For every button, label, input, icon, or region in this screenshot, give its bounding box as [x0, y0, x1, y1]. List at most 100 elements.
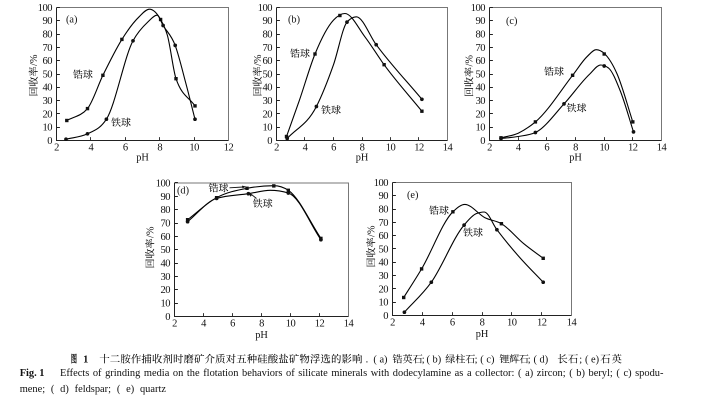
svg-text:pH: pH: [356, 153, 369, 164]
svg-text:/%: /%: [29, 54, 40, 66]
svg-text:40: 40: [43, 83, 53, 94]
svg-text:(a): (a): [66, 15, 77, 26]
svg-text:90: 90: [43, 16, 53, 27]
svg-text:6: 6: [544, 143, 549, 154]
svg-text:pH: pH: [255, 330, 268, 341]
svg-text:Fig. 1: Fig. 1: [20, 368, 45, 379]
svg-text:14: 14: [567, 318, 578, 329]
svg-text:;: ;: [475, 355, 478, 366]
svg-text:14: 14: [344, 319, 355, 330]
svg-text:60: 60: [379, 231, 389, 242]
svg-text:40: 40: [161, 259, 171, 270]
svg-text:70: 70: [263, 43, 273, 54]
svg-text:10: 10: [286, 319, 296, 330]
svg-text:12: 12: [414, 143, 424, 154]
svg-text:8: 8: [157, 143, 162, 154]
svg-text:60: 60: [476, 56, 486, 67]
svg-text:60: 60: [161, 232, 171, 243]
svg-text:;: ;: [422, 355, 425, 366]
svg-text:(c): (c): [506, 16, 517, 27]
svg-text:20: 20: [476, 109, 486, 120]
svg-text:10: 10: [379, 298, 389, 309]
svg-text:8: 8: [480, 318, 485, 329]
svg-text:4: 4: [303, 143, 309, 154]
svg-text:10: 10: [161, 299, 171, 310]
svg-text:50: 50: [379, 244, 389, 255]
svg-text:100: 100: [471, 3, 486, 14]
svg-text:/%: /%: [367, 225, 378, 237]
svg-text:pH: pH: [569, 153, 582, 164]
svg-text:( d): ( d): [534, 355, 549, 366]
svg-text:2: 2: [390, 318, 395, 329]
svg-text:20: 20: [161, 285, 171, 296]
svg-text:80: 80: [43, 30, 53, 41]
svg-text:50: 50: [263, 69, 273, 80]
svg-text:;: ;: [579, 355, 582, 366]
svg-text:6: 6: [230, 319, 235, 330]
svg-text:70: 70: [476, 43, 486, 54]
svg-text:pH: pH: [476, 329, 489, 340]
svg-text:0: 0: [165, 312, 170, 323]
svg-text:20: 20: [379, 284, 389, 295]
svg-text:50: 50: [161, 245, 171, 256]
svg-text:(b): (b): [288, 15, 300, 26]
svg-text:0: 0: [267, 136, 272, 147]
svg-text:0: 0: [383, 311, 388, 322]
svg-text:8: 8: [360, 143, 365, 154]
svg-text:4: 4: [201, 319, 207, 330]
svg-text:10: 10: [189, 143, 199, 154]
svg-text:100: 100: [156, 178, 171, 189]
svg-text:mene; ( d) feldspar; ( e) qu: mene; ( d) feldspar; ( e) quartz: [20, 384, 167, 395]
svg-text:60: 60: [263, 56, 273, 67]
svg-text:14: 14: [657, 143, 668, 154]
svg-text:100: 100: [258, 3, 273, 14]
svg-text:.: .: [366, 355, 369, 366]
svg-text:10: 10: [386, 143, 396, 154]
svg-text:;: ;: [528, 355, 531, 366]
svg-text:30: 30: [263, 96, 273, 107]
svg-text:6: 6: [123, 143, 128, 154]
svg-text:50: 50: [43, 69, 53, 80]
svg-text:60: 60: [43, 56, 53, 67]
svg-text:0: 0: [480, 136, 485, 147]
svg-text:6: 6: [331, 143, 336, 154]
svg-text:30: 30: [379, 271, 389, 282]
svg-text:4: 4: [516, 143, 522, 154]
svg-text:20: 20: [43, 109, 53, 120]
svg-text:90: 90: [476, 16, 486, 27]
svg-text:30: 30: [161, 272, 171, 283]
svg-text:( b): ( b): [427, 355, 442, 366]
svg-text:30: 30: [43, 96, 53, 107]
svg-text:12: 12: [628, 143, 638, 154]
svg-text:0: 0: [47, 136, 52, 147]
svg-text:pH: pH: [136, 153, 149, 164]
svg-text:( a): ( a): [373, 355, 387, 366]
svg-text:80: 80: [476, 30, 486, 41]
svg-text:30: 30: [476, 96, 486, 107]
svg-text:( e): ( e): [585, 355, 599, 366]
svg-text:10: 10: [599, 143, 609, 154]
svg-text:/%: /%: [253, 54, 264, 66]
svg-text:70: 70: [379, 218, 389, 229]
svg-text:90: 90: [379, 191, 389, 202]
svg-text:10: 10: [43, 123, 53, 134]
svg-text:1: 1: [83, 355, 88, 366]
svg-text:10: 10: [263, 123, 273, 134]
svg-text:8: 8: [259, 319, 264, 330]
svg-text:10: 10: [476, 123, 486, 134]
svg-text:6: 6: [450, 318, 455, 329]
svg-text:10: 10: [507, 318, 517, 329]
svg-text:2: 2: [54, 143, 59, 154]
svg-text:80: 80: [161, 205, 171, 216]
svg-text:2: 2: [172, 319, 177, 330]
svg-text:4: 4: [89, 143, 95, 154]
svg-text:70: 70: [161, 219, 171, 230]
svg-text:( c): ( c): [480, 355, 494, 366]
svg-text:50: 50: [476, 69, 486, 80]
svg-text:90: 90: [263, 16, 273, 27]
svg-text:4: 4: [420, 318, 426, 329]
svg-text:Effects of grinding media on t: Effects of grinding media on the flotati…: [60, 368, 664, 379]
svg-text:8: 8: [573, 143, 578, 154]
svg-text:(d): (d): [177, 186, 189, 197]
svg-text:14: 14: [443, 143, 454, 154]
